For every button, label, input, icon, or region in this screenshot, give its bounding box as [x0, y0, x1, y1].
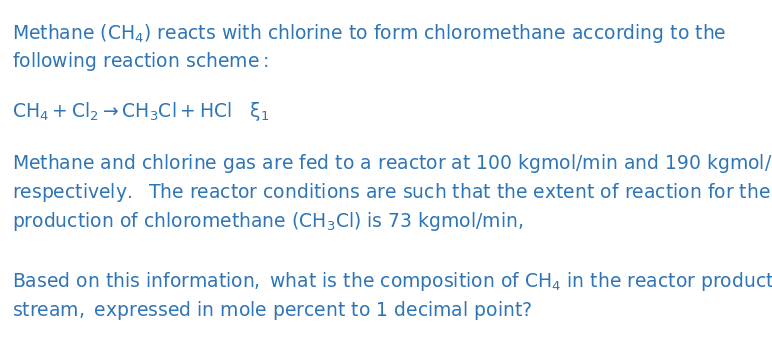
Text: $\mathregular{CH_4 + Cl_2 \rightarrow CH_3Cl + HCl \quad \xi_1}$: $\mathregular{CH_4 + Cl_2 \rightarrow CH… [12, 100, 269, 123]
Text: $\mathregular{respectively.\ \ The\ reactor\ conditions\ are\ such\ that\ the\ e: $\mathregular{respectively.\ \ The\ reac… [12, 181, 770, 204]
Text: $\mathregular{Methane\ and\ chlorine\ gas\ are\ fed\ to\ a\ reactor\ at\ 100\ kg: $\mathregular{Methane\ and\ chlorine\ ga… [12, 152, 772, 175]
Text: $\mathregular{Methane\ (CH_4)\ reacts\ with\ chlorine\ to\ form\ chloromethane\ : $\mathregular{Methane\ (CH_4)\ reacts\ w… [12, 22, 726, 45]
Text: $\mathregular{Based\ on\ this\ information,\ what\ is\ the\ composition\ of\ CH_: $\mathregular{Based\ on\ this\ informati… [12, 270, 772, 293]
Text: $\mathregular{following\ reaction\ scheme:}$: $\mathregular{following\ reaction\ schem… [12, 50, 268, 73]
Text: $\mathregular{production\ of\ chloromethane\ (CH_3Cl)\ is\ 73\ kgmol/min,}$: $\mathregular{production\ of\ chlorometh… [12, 210, 523, 233]
Text: $\mathregular{stream,\ expressed\ in\ mole\ percent\ to\ 1\ decimal\ point?}$: $\mathregular{stream,\ expressed\ in\ mo… [12, 299, 532, 322]
